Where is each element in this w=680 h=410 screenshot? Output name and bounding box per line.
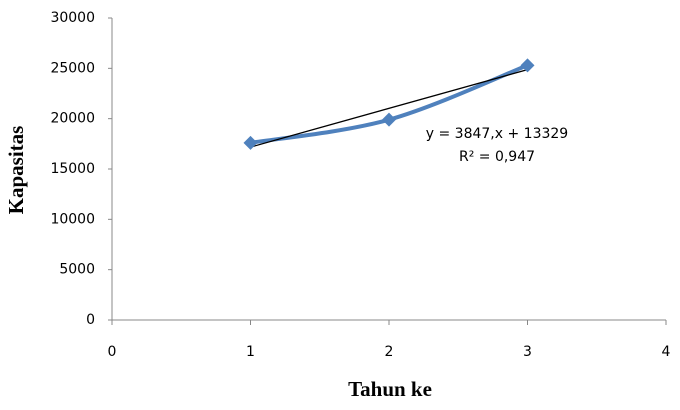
y-axis-title: Kapasitas	[4, 126, 28, 215]
y-tick-label: 20000	[50, 111, 95, 127]
trend-equation: y = 3847,x + 13329	[426, 126, 568, 142]
point	[520, 58, 535, 73]
trendline	[250, 69, 528, 148]
y-tick-label: 0	[86, 312, 95, 328]
y-tick-label: 30000	[50, 10, 95, 26]
y-tick-label: 10000	[50, 211, 95, 227]
x-tick-label: 2	[385, 344, 394, 360]
point	[382, 112, 396, 127]
y-tick-label: 5000	[59, 262, 95, 278]
point	[243, 135, 258, 150]
x-axis-title: Tahun ke	[348, 377, 432, 401]
y-tick-label: 25000	[50, 60, 95, 76]
x-tick-label: 0	[108, 344, 117, 360]
y-tick-label: 15000	[50, 161, 95, 177]
trend-r-squared: R² = 0,947	[459, 149, 535, 165]
x-tick-label: 1	[246, 344, 255, 360]
x-tick-label: 3	[523, 344, 532, 360]
x-tick-label: 4	[662, 344, 671, 360]
